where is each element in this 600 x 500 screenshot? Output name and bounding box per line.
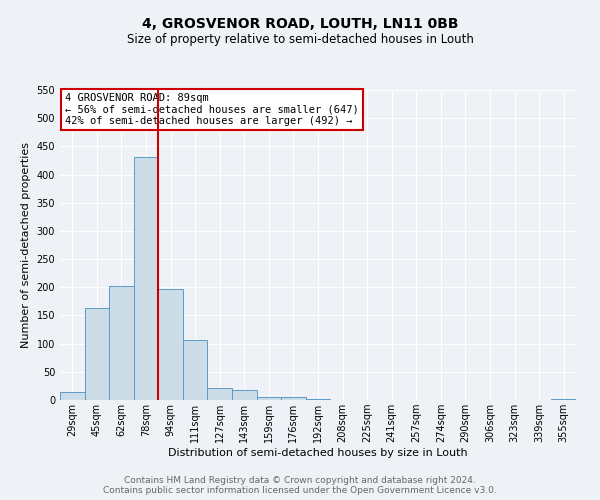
Bar [281,396,306,400]
Text: Contains HM Land Registry data © Crown copyright and database right 2024.
Contai: Contains HM Land Registry data © Crown c… [103,476,497,495]
Text: 4 GROSVENOR ROAD: 89sqm
← 56% of semi-detached houses are smaller (647)
42% of s: 4 GROSVENOR ROAD: 89sqm ← 56% of semi-de… [65,93,359,126]
Bar [134,156,158,400]
Bar [208,388,232,400]
Bar [85,308,109,400]
Bar [60,392,85,400]
Y-axis label: Number of semi-detached properties: Number of semi-detached properties [21,142,31,348]
Bar [257,396,281,400]
Bar [158,289,183,400]
Bar [183,340,208,400]
Text: Size of property relative to semi-detached houses in Louth: Size of property relative to semi-detach… [127,32,473,46]
Bar [109,286,134,400]
Text: 4, GROSVENOR ROAD, LOUTH, LN11 0BB: 4, GROSVENOR ROAD, LOUTH, LN11 0BB [142,18,458,32]
Bar [232,390,257,400]
X-axis label: Distribution of semi-detached houses by size in Louth: Distribution of semi-detached houses by … [168,448,468,458]
